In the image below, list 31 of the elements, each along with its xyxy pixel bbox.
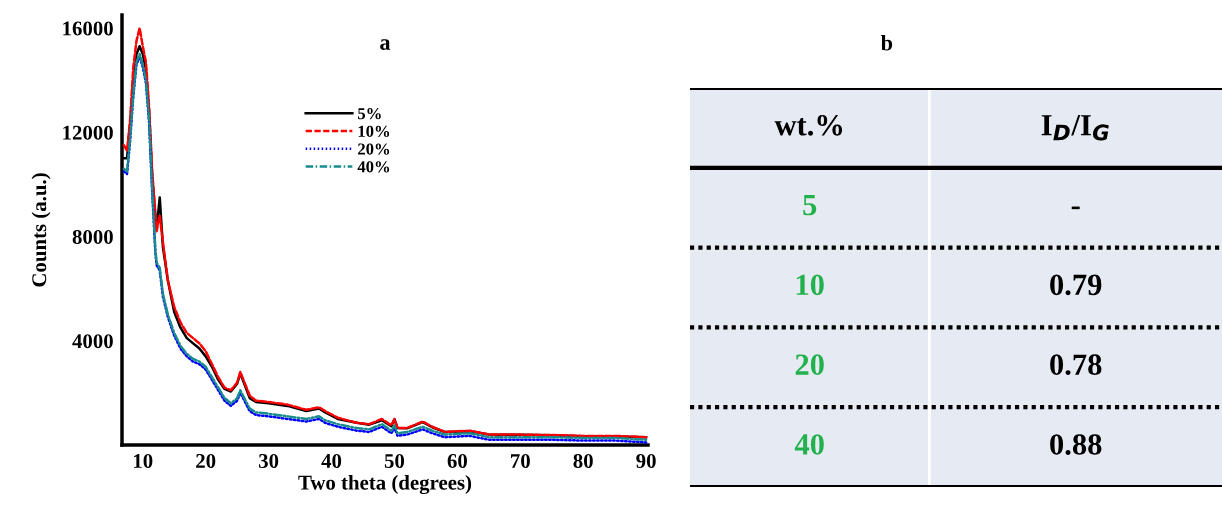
- x-tick-label: 30: [258, 453, 279, 468]
- x-tick-label: 90: [636, 453, 656, 468]
- legend-label: 10%: [358, 125, 390, 137]
- legend-label: 5%: [358, 107, 381, 120]
- text: I$_{D}$/I$_{G}$: [1041, 115, 1109, 141]
- text: 40: [794, 434, 824, 455]
- text: a: [380, 39, 391, 50]
- x-tick-label: 70: [511, 453, 530, 468]
- legend-label: 40%: [357, 161, 390, 173]
- legend-label: 20%: [358, 143, 390, 155]
- text: wt.%: [774, 114, 843, 136]
- x-tick-label: 10: [134, 453, 153, 468]
- y-tick-label: 16000: [63, 21, 113, 36]
- y-axis-title: Counts (a.u.): [31, 173, 51, 287]
- text: 0.79: [1050, 274, 1102, 296]
- text: -: [1071, 206, 1080, 210]
- text: 0.88: [1050, 434, 1102, 455]
- x-axis-title: Two theta (degrees): [298, 475, 472, 495]
- text: 10: [796, 274, 824, 296]
- text: 5: [803, 195, 817, 216]
- x-tick-label: 80: [573, 453, 593, 468]
- x-tick-label: 20: [196, 453, 216, 468]
- y-tick-label: 4000: [72, 334, 113, 349]
- x-tick-label: 60: [447, 453, 467, 468]
- text: 0.78: [1050, 354, 1102, 376]
- x-tick-label: 40: [321, 453, 342, 468]
- y-tick-label: 8000: [72, 229, 113, 244]
- text: 20: [795, 354, 824, 375]
- x-tick-label: 50: [384, 453, 405, 468]
- text: b: [880, 34, 893, 51]
- y-tick-label: 12000: [63, 125, 113, 140]
